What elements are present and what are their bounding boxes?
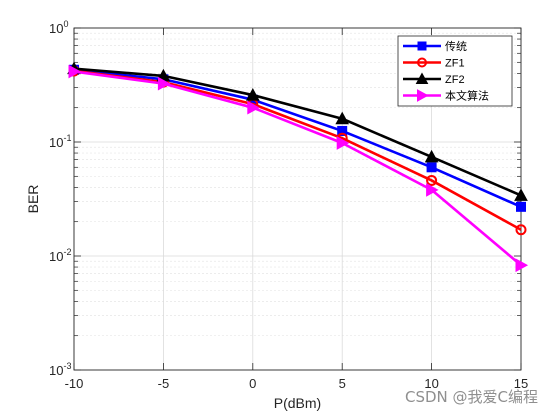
legend-label: 传统 bbox=[445, 40, 467, 53]
y-axis-label: BER bbox=[25, 185, 41, 214]
x-tick-label: 5 bbox=[339, 376, 346, 391]
y-tick-label: 100 bbox=[49, 19, 68, 36]
y-tick-label: 10-1 bbox=[49, 133, 71, 150]
legend-label: 本文算法 bbox=[445, 89, 489, 103]
data-point bbox=[516, 259, 527, 271]
x-tick-label: 0 bbox=[249, 376, 256, 391]
x-tick-label: -10 bbox=[65, 376, 84, 391]
legend: 传统 ZF1 ZF2 本文算法 bbox=[398, 36, 512, 106]
x-axis-label: P(dBm) bbox=[274, 395, 321, 411]
x-tick-label: -5 bbox=[158, 376, 170, 391]
data-point bbox=[418, 42, 426, 50]
watermark: CSDN @我爱C编程 bbox=[405, 386, 538, 407]
data-point bbox=[517, 202, 526, 211]
y-tick-label: 10-2 bbox=[49, 247, 71, 264]
legend-label: ZF2 bbox=[445, 74, 465, 86]
legend-label: ZF1 bbox=[445, 58, 465, 70]
data-point bbox=[427, 163, 436, 172]
